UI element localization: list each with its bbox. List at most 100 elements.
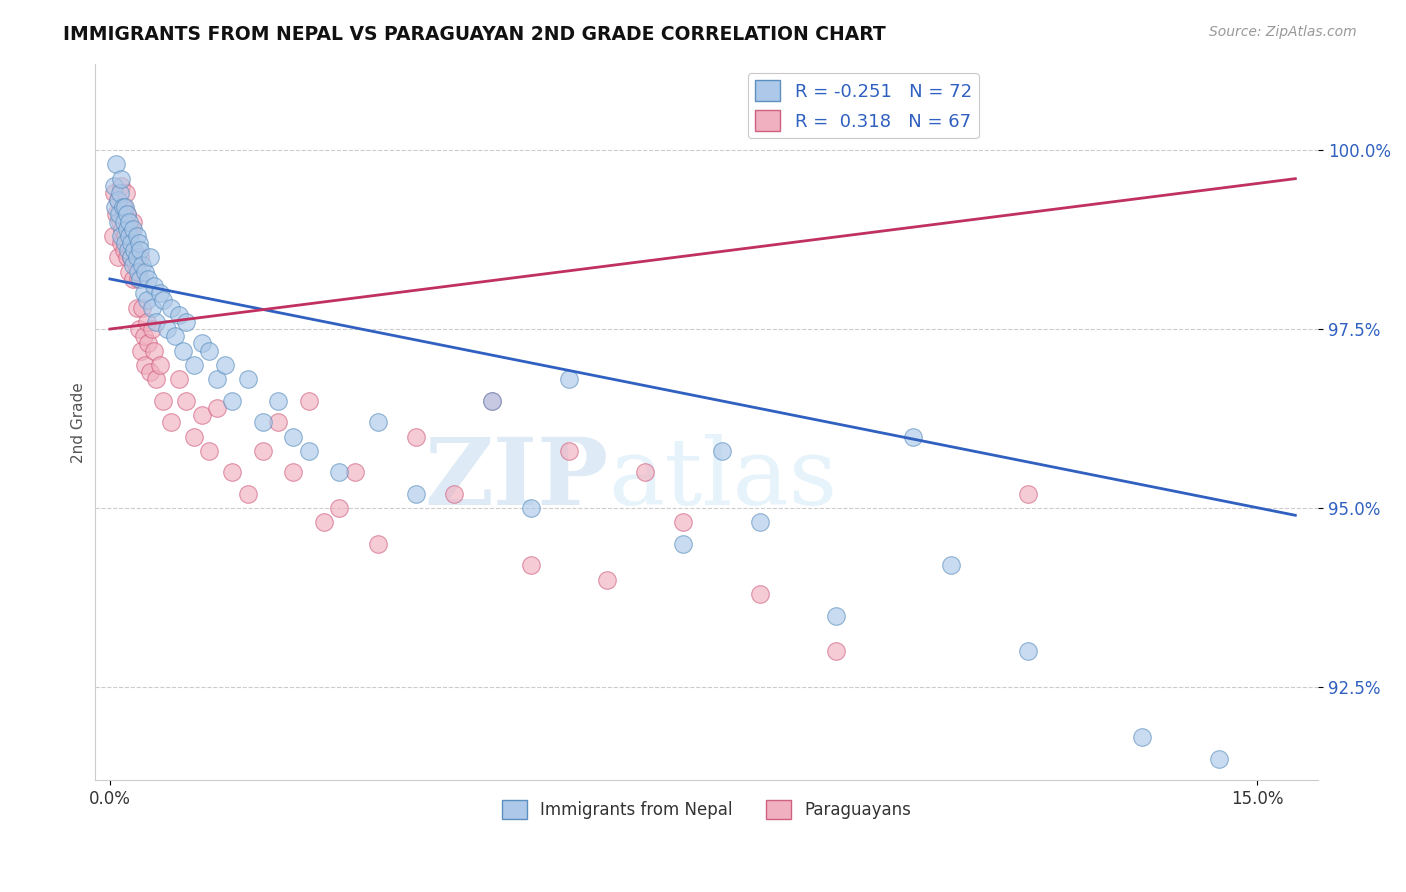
Point (519, 501, 541, 516)
Point (519, 558, 541, 573)
Point (107, 214, 129, 228)
Point (481, 393, 503, 408)
Point (117, 207, 139, 221)
Point (343, 466, 366, 480)
Point (107, 251, 129, 265)
Point (672, 537, 695, 551)
Point (107, 193, 129, 207)
Point (124, 244, 146, 258)
Point (558, 372, 581, 386)
Point (825, 644, 848, 658)
Point (236, 487, 259, 501)
Point (236, 372, 259, 386)
Point (121, 272, 143, 286)
Point (198, 343, 221, 358)
Point (111, 221, 134, 235)
Point (103, 178, 125, 193)
Point (121, 258, 143, 272)
Point (710, 443, 733, 458)
Point (136, 336, 159, 351)
Point (110, 236, 132, 251)
Point (110, 178, 132, 193)
Point (143, 343, 166, 358)
Point (749, 516, 772, 530)
Point (131, 301, 153, 315)
Point (125, 301, 148, 315)
Point (481, 393, 503, 408)
Point (405, 429, 427, 443)
Point (121, 221, 143, 235)
Point (176, 393, 198, 408)
Point (198, 443, 221, 458)
Point (901, 429, 924, 443)
Point (1017, 487, 1039, 501)
Point (134, 265, 156, 279)
Point (108, 186, 131, 200)
Point (104, 157, 127, 171)
Point (118, 265, 141, 279)
Point (152, 393, 174, 408)
Point (156, 322, 179, 336)
Point (118, 214, 141, 228)
Point (135, 315, 157, 329)
Text: Source: ZipAtlas.com: Source: ZipAtlas.com (1209, 25, 1357, 39)
Point (129, 343, 152, 358)
Point (176, 315, 198, 329)
Point (104, 207, 127, 221)
Point (167, 372, 190, 386)
Point (163, 329, 186, 343)
Point (115, 251, 138, 265)
Point (172, 343, 194, 358)
Point (129, 244, 152, 258)
Point (141, 301, 163, 315)
Point (283, 429, 305, 443)
Point (312, 516, 335, 530)
Point (160, 415, 183, 429)
Point (214, 358, 236, 372)
Point (145, 372, 167, 386)
Point (183, 429, 205, 443)
Point (112, 214, 135, 228)
Text: ZIP: ZIP (425, 434, 609, 524)
Point (205, 372, 228, 386)
Point (221, 393, 243, 408)
Legend: Immigrants from Nepal, Paraguayans: Immigrants from Nepal, Paraguayans (495, 793, 918, 826)
Point (149, 286, 172, 301)
Point (115, 207, 138, 221)
Point (128, 322, 150, 336)
Point (135, 293, 157, 308)
Point (110, 171, 132, 186)
Point (117, 244, 139, 258)
Point (328, 466, 350, 480)
Point (120, 251, 142, 265)
Point (103, 186, 125, 200)
Point (108, 214, 131, 228)
Point (125, 251, 148, 265)
Point (120, 221, 142, 235)
Point (267, 393, 290, 408)
Point (149, 358, 172, 372)
Point (114, 200, 136, 214)
Point (367, 415, 389, 429)
Point (138, 251, 160, 265)
Point (283, 466, 305, 480)
Point (112, 200, 135, 214)
Point (120, 236, 142, 251)
Point (367, 537, 389, 551)
Point (112, 244, 135, 258)
Point (1208, 752, 1230, 766)
Point (183, 358, 205, 372)
Text: IMMIGRANTS FROM NEPAL VS PARAGUAYAN 2ND GRADE CORRELATION CHART: IMMIGRANTS FROM NEPAL VS PARAGUAYAN 2ND … (63, 25, 886, 44)
Point (328, 501, 350, 516)
Point (167, 308, 190, 322)
Point (110, 229, 132, 244)
Point (124, 244, 146, 258)
Point (596, 573, 619, 587)
Point (128, 236, 150, 251)
Point (267, 415, 290, 429)
Point (145, 315, 167, 329)
Point (190, 336, 212, 351)
Point (252, 415, 274, 429)
Point (252, 443, 274, 458)
Point (672, 516, 695, 530)
